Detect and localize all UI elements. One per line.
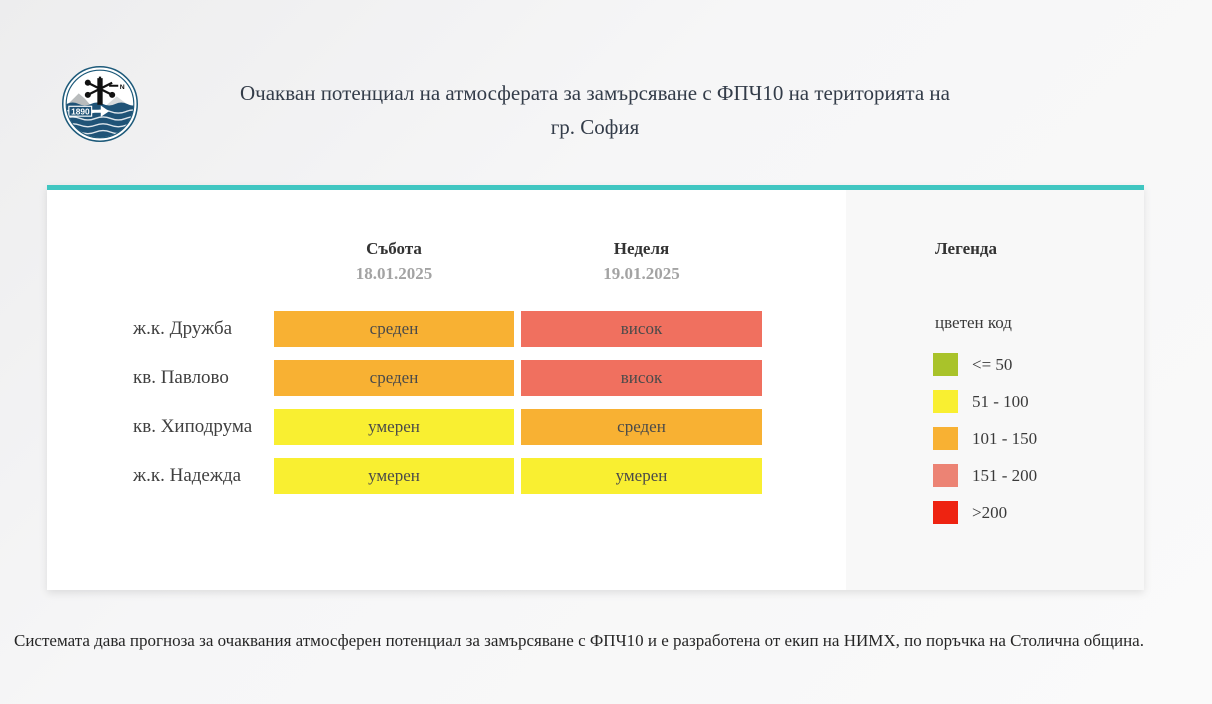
column-header-sunday: Неделя 19.01.2025 — [521, 236, 762, 286]
legend-panel: Легенда цветен код <= 50 51 - 100 101 - … — [846, 190, 1144, 590]
legend-color-swatch — [933, 390, 958, 413]
column-day: Събота — [366, 239, 422, 258]
legend-color-swatch — [933, 427, 958, 450]
legend-label: <= 50 — [972, 355, 1013, 374]
svg-text:N: N — [120, 84, 125, 91]
row-location: кв. Павлово — [133, 367, 229, 388]
legend-label: >200 — [972, 503, 1008, 522]
legend-subtitle: цветен код — [935, 313, 1012, 332]
column-header-saturday: Събота 18.01.2025 — [274, 236, 514, 286]
forecast-card: Събота 18.01.2025 Неделя 19.01.2025 ж.к.… — [47, 185, 1144, 590]
column-date: 18.01.2025 — [355, 264, 433, 283]
nimh-logo-icon: N 1890 — [62, 66, 138, 142]
forecast-cell: умерен — [274, 409, 514, 445]
column-day: Неделя — [613, 239, 670, 258]
forecast-cell: умерен — [274, 458, 514, 494]
logo-year: 1890 — [71, 106, 90, 116]
column-date: 19.01.2025 — [603, 264, 680, 283]
table-row: кв. Хиподрума умерен среден — [47, 409, 846, 445]
legend-label: 51 - 100 — [972, 392, 1029, 411]
page-title: Очакван потенциал на атмосферата за замъ… — [0, 76, 1190, 144]
row-location: ж.к. Надежда — [133, 465, 242, 486]
table-row: кв. Павлово среден висок — [47, 360, 846, 396]
forecast-rows: ж.к. Дружба среден висок кв. Павлово сре… — [47, 311, 846, 507]
legend-color-swatch — [933, 353, 958, 376]
page-title-line2: гр. София — [550, 115, 640, 139]
page-title-line1: Очакван потенциал на атмосферата за замъ… — [240, 81, 950, 105]
nimh-logo[interactable]: N 1890 — [62, 66, 138, 142]
legend-label: 151 - 200 — [972, 466, 1038, 485]
forecast-cell: среден — [521, 409, 762, 445]
legend-color-swatch — [933, 501, 958, 524]
legend-color-swatch — [933, 464, 958, 487]
row-location: ж.к. Дружба — [133, 318, 233, 339]
legend-title: Легенда — [935, 239, 998, 258]
forecast-cell: среден — [274, 360, 514, 396]
footer-note: Системата дава прогноза за очаквания атм… — [14, 631, 1144, 650]
forecast-cell: умерен — [521, 458, 762, 494]
forecast-cell: среден — [274, 311, 514, 347]
forecast-cell: висок — [521, 311, 762, 347]
forecast-cell: висок — [521, 360, 762, 396]
row-location: кв. Хиподрума — [133, 416, 253, 437]
legend-label: 101 - 150 — [972, 429, 1038, 448]
table-row: ж.к. Дружба среден висок — [47, 311, 846, 347]
table-row: ж.к. Надежда умерен умерен — [47, 458, 846, 494]
